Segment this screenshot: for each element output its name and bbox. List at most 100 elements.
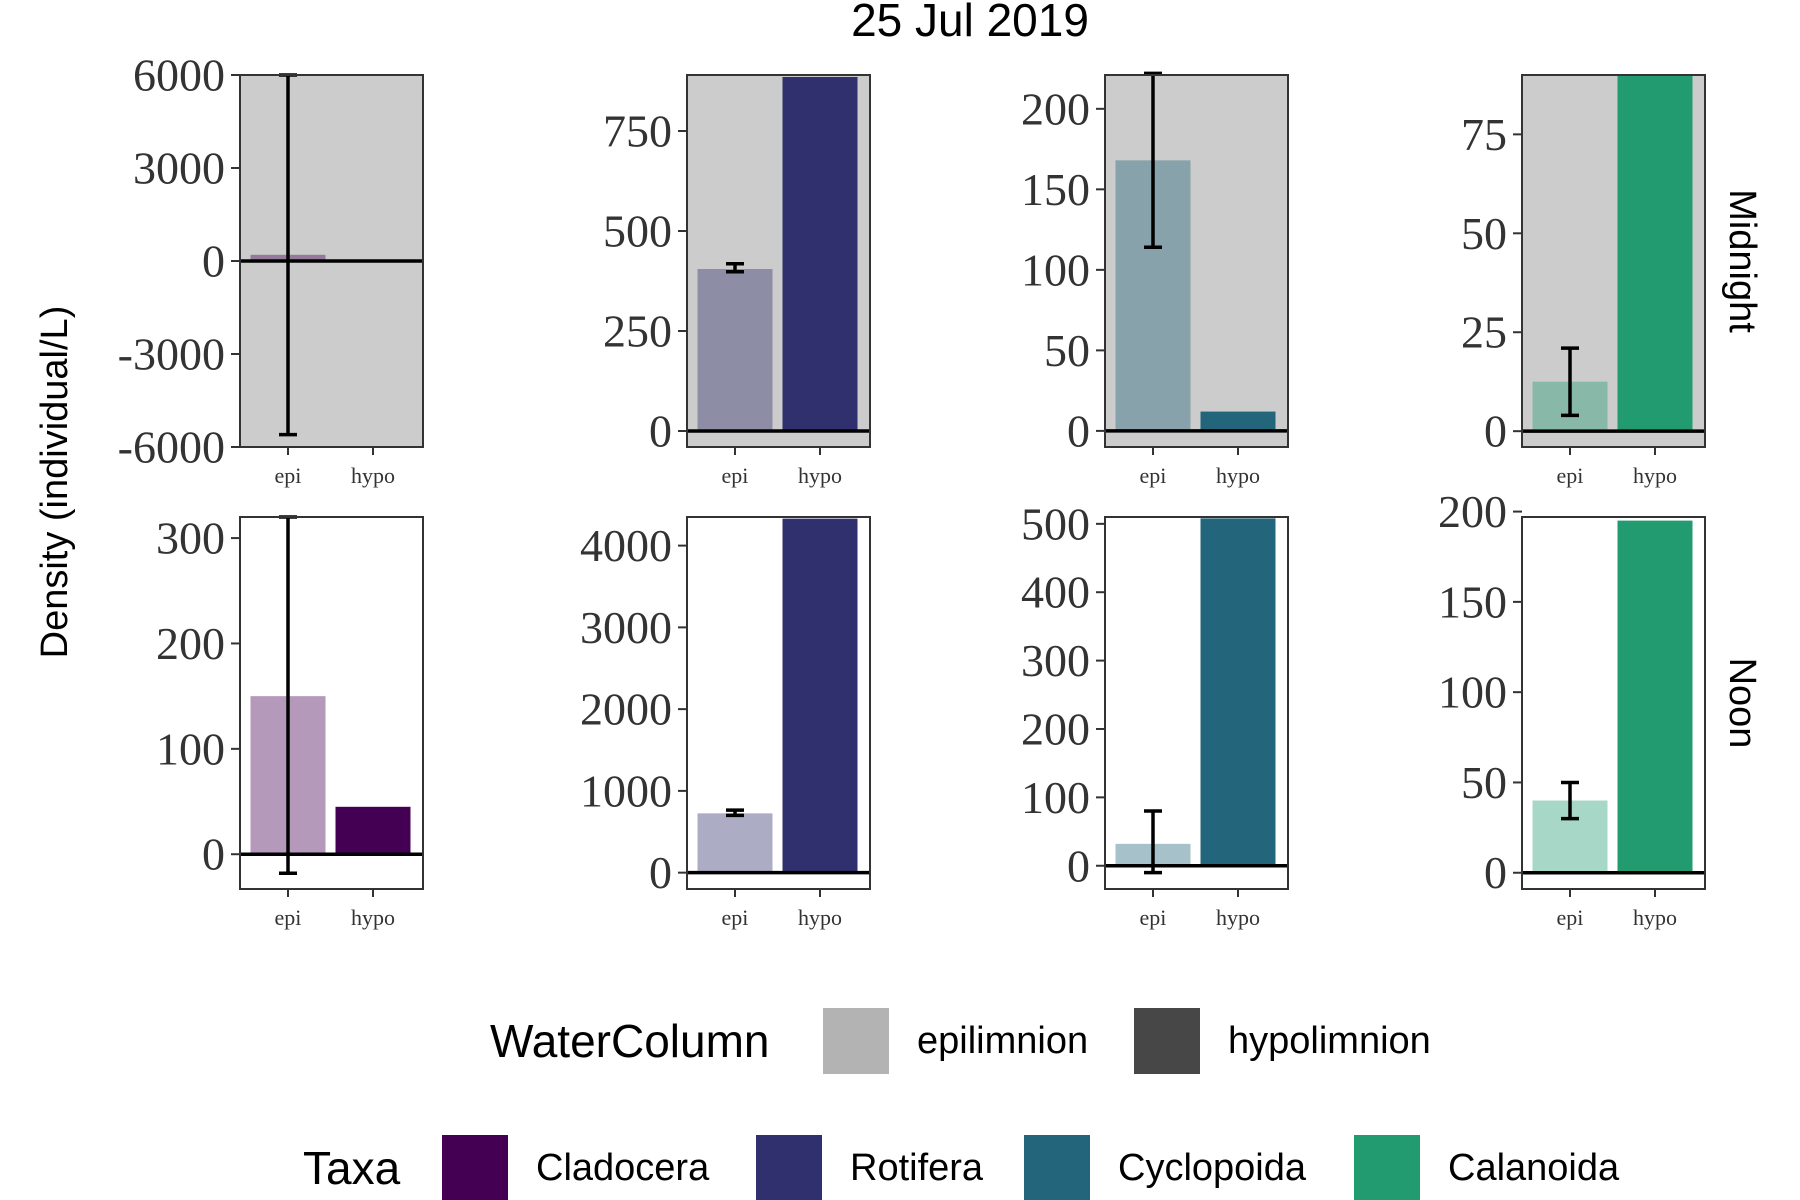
- y-tick-label: 300: [156, 513, 225, 564]
- legend-label: hypolimnion: [1228, 1020, 1431, 1062]
- legend: WaterColumn epilimnion hypolimnion Taxa Clad…: [303, 1008, 1620, 1200]
- x-tick-label-epi: epi: [275, 905, 302, 930]
- y-tick-label: 100: [1021, 772, 1090, 823]
- x-tick-label-epi: epi: [1140, 463, 1167, 488]
- y-axis-label: Density (individual/L): [34, 306, 76, 659]
- y-tick-label: 200: [1021, 83, 1090, 134]
- bar-hypo: [1200, 518, 1276, 866]
- x-tick-label-hypo: hypo: [798, 463, 842, 488]
- y-tick-label: 400: [1021, 567, 1090, 618]
- y-tick-label: 3000: [133, 143, 225, 194]
- x-tick-label-hypo: hypo: [351, 463, 395, 488]
- bar-hypo: [782, 77, 858, 431]
- legend-taxa-title: Taxa: [303, 1142, 401, 1194]
- y-tick-label: 2000: [580, 684, 672, 735]
- row-strip-labels: Midnight Noon: [1721, 189, 1763, 748]
- y-tick-label: 100: [156, 723, 225, 774]
- x-tick-label-epi: epi: [1557, 905, 1584, 930]
- y-tick-label: 50: [1461, 757, 1507, 808]
- y-tick-label: 4000: [580, 520, 672, 571]
- y-tick-label: 0: [202, 829, 225, 880]
- x-tick-label-epi: epi: [722, 905, 749, 930]
- panel-noon-cladocera: 0 100 200 300 epi hypo: [156, 513, 424, 930]
- y-tick-label: 100: [1021, 244, 1090, 295]
- y-tick-label: 0: [1484, 847, 1507, 898]
- panel-midnight-cyclopoida: 0 50 100 150 200 epi hypo: [1021, 71, 1289, 488]
- panel-border: [1104, 74, 1289, 448]
- chart-title: 25 Jul 2019: [851, 0, 1089, 46]
- y-tick-label: 0: [649, 847, 672, 898]
- y-tick-label: -6000: [118, 422, 225, 473]
- panel-midnight-calanoida: 0 25 50 75 epi hypo: [1461, 74, 1706, 488]
- y-tick-label: 50: [1461, 208, 1507, 259]
- panel-border: [1104, 516, 1289, 890]
- y-tick-label: 0: [1484, 406, 1507, 457]
- y-tick-label: 150: [1021, 164, 1090, 215]
- panel-noon-calanoida: 0 50 100 150 200 epi hypo: [1438, 486, 1706, 930]
- panel-border: [686, 516, 871, 890]
- panel-noon-rotifera: 0 1000 2000 3000 4000 epi hypo: [580, 516, 871, 930]
- y-tick-label: 50: [1044, 325, 1090, 376]
- legend-label: Calanoida: [1448, 1147, 1620, 1189]
- strip-label-midnight: Midnight: [1721, 189, 1763, 333]
- x-tick-label-hypo: hypo: [1216, 463, 1260, 488]
- panel-border: [1521, 74, 1706, 448]
- legend-taxa: Taxa Cladocera Rotifera Cyclopoida Calanoida: [303, 1135, 1620, 1200]
- error-bar-epi: [1561, 346, 1579, 418]
- legend-taxa-entry-cyclopoida: Cyclopoida: [1024, 1135, 1307, 1200]
- y-tick-label: 0: [649, 406, 672, 457]
- legend-label: epilimnion: [917, 1020, 1088, 1062]
- legend-label: Cladocera: [536, 1147, 710, 1189]
- y-tick-label: 750: [603, 106, 672, 157]
- strip-label-noon: Noon: [1721, 658, 1763, 749]
- bar-hypo: [1617, 75, 1693, 432]
- bar-hypo: [782, 518, 858, 873]
- legend-label: Cyclopoida: [1118, 1147, 1307, 1189]
- legend-water-column-entry-hypolimnion: hypolimnion: [1134, 1008, 1431, 1074]
- legend-key: [442, 1135, 508, 1200]
- panel-background: [1105, 75, 1288, 447]
- x-tick-label-epi: epi: [722, 463, 749, 488]
- legend-key: [823, 1008, 889, 1074]
- y-tick-label: 500: [1021, 498, 1090, 549]
- x-tick-label-hypo: hypo: [1633, 905, 1677, 930]
- legend-taxa-entry-cladocera: Cladocera: [442, 1135, 710, 1200]
- panel-border: [1521, 516, 1706, 890]
- panel-border: [239, 516, 424, 890]
- legend-water-column: WaterColumn epilimnion hypolimnion: [490, 1008, 1431, 1074]
- legend-water-column-entry-epilimnion: epilimnion: [823, 1008, 1088, 1074]
- panel-noon-cyclopoida: 0 100 200 300 400 500 epi hypo: [1021, 498, 1289, 930]
- bar-epi: [697, 813, 773, 873]
- y-tick-label: 250: [603, 306, 672, 357]
- y-tick-label: 150: [1438, 576, 1507, 627]
- legend-taxa-entry-rotifera: Rotifera: [756, 1135, 984, 1200]
- bar-hypo: [1200, 411, 1276, 431]
- y-tick-label: 0: [1067, 405, 1090, 456]
- x-tick-label-hypo: hypo: [1633, 463, 1677, 488]
- x-tick-label-hypo: hypo: [1216, 905, 1260, 930]
- y-tick-label: 1000: [580, 765, 672, 816]
- legend-taxa-entry-calanoida: Calanoida: [1354, 1135, 1620, 1200]
- legend-key: [1024, 1135, 1090, 1200]
- bar-hypo: [1617, 520, 1693, 873]
- legend-key: [1134, 1008, 1200, 1074]
- legend-label: Rotifera: [850, 1147, 984, 1189]
- error-bar-epi: [1144, 71, 1162, 250]
- panel-border: [686, 74, 871, 448]
- y-tick-label: 300: [1021, 635, 1090, 686]
- x-tick-label-epi: epi: [1140, 905, 1167, 930]
- error-bar-epi: [726, 262, 744, 274]
- y-tick-label: 200: [1021, 703, 1090, 754]
- x-tick-label-hypo: hypo: [798, 905, 842, 930]
- y-tick-label: -3000: [118, 329, 225, 380]
- y-tick-label: 500: [603, 206, 672, 257]
- y-tick-label: 0: [202, 236, 225, 287]
- y-tick-label: 3000: [580, 602, 672, 653]
- error-bar-epi: [726, 808, 744, 818]
- bar-epi: [697, 269, 773, 431]
- x-tick-label-epi: epi: [1557, 463, 1584, 488]
- y-tick-label: 25: [1461, 307, 1507, 358]
- error-bar-epi: [1144, 809, 1162, 875]
